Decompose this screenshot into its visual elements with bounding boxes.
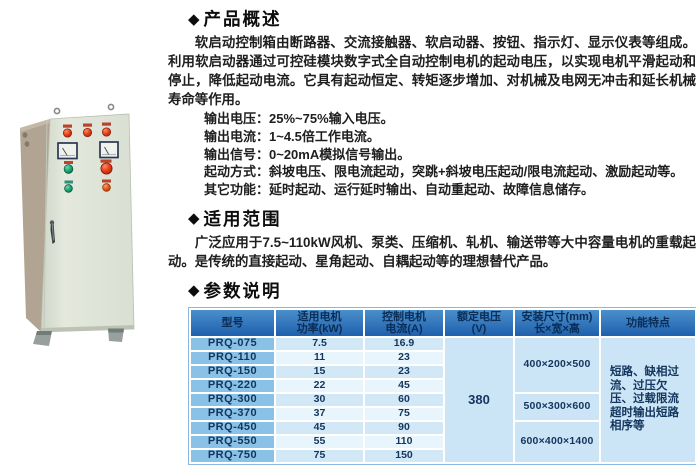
dimensions-cell: 500×300×600 — [513, 391, 601, 422]
indicator-lamp-icon — [82, 127, 93, 138]
indicator-lamp-icon — [101, 127, 112, 137]
table-row: PRQ-110 11 23 — [189, 349, 696, 366]
panel-meter-icon — [57, 142, 78, 160]
spec-line-output-voltage: 输出电压：25%~75%输入电压。 — [204, 111, 394, 126]
diamond-bullet-icon: ◆ — [188, 210, 200, 228]
table-row: PRQ-150 15 23 — [189, 363, 696, 380]
current-cell: 45 — [363, 377, 445, 394]
button-group — [63, 159, 113, 193]
section-title-parameters: ◆ 参数说明 — [188, 278, 696, 303]
model-cell: PRQ-750 — [189, 447, 276, 464]
model-cell: PRQ-220 — [189, 377, 276, 394]
current-cell: 16.9 — [363, 335, 445, 352]
current-cell: 150 — [363, 447, 445, 464]
current-cell: 60 — [363, 391, 445, 408]
spec-line-output-signal: 输出信号：0~20mA模拟信号输出。 — [204, 146, 411, 162]
indicator-lamp-row — [62, 122, 112, 138]
overview-paragraph: 软启动控制箱由断路器、交流接触器、软启动器、按钮、指示灯、显示仪表等组成。利用软… — [168, 35, 696, 107]
dimensions-cell: 400×200×500 — [513, 335, 601, 394]
current-cell: 23 — [363, 363, 445, 380]
spec-line-other-functions: 其它功能：延时起动、运行延时输出、自动重起动、故障信息储存。 — [204, 182, 595, 198]
model-cell: PRQ-075 — [189, 335, 276, 352]
current-cell: 75 — [363, 405, 445, 422]
section-title-overview: ◆ 产品概述 — [188, 6, 696, 31]
current-cell: 23 — [363, 349, 445, 366]
application-title: 适用范围 — [203, 208, 282, 229]
param-table-body: PRQ-075 7.5 16.9 380 400×200×500 短路、缺相过流、过压欠压… — [189, 335, 697, 464]
parameters-title: 参数说明 — [203, 280, 282, 301]
application-paragraph: 广泛应用于7.5~110kW风机、泵类、压缩机、轧机、输送带等大中容量电机的重载… — [168, 234, 696, 269]
orange-button-icon — [102, 183, 111, 192]
indicator-lamp-icon — [62, 128, 73, 138]
cabinet-side-top-edge — [20, 119, 50, 132]
table-row: PRQ-300 30 60 500×300×600 — [189, 391, 696, 422]
model-cell: PRQ-110 — [189, 349, 276, 366]
power-cell: 11 — [274, 349, 365, 366]
cabinet-foot — [33, 328, 124, 346]
column-header: 型号 — [189, 307, 276, 338]
door-handle-icon — [49, 220, 55, 244]
table-row: PRQ-220 22 45 — [189, 377, 696, 394]
model-cell: PRQ-150 — [189, 363, 276, 380]
power-cell: 7.5 — [274, 335, 365, 352]
current-cell: 110 — [363, 433, 445, 450]
column-header: 额定电压 (V) — [443, 307, 515, 338]
section-title-application: ◆ 适用范围 — [188, 206, 696, 231]
column-header: 控制电机 电流(A) — [363, 307, 445, 338]
datasheet-content: ◆ 产品概述 软启动控制箱由断路器、交流接触器、软启动器、按钮、指示灯、显示仪表… — [168, 4, 697, 465]
power-cell: 37 — [274, 405, 365, 422]
power-cell: 22 — [274, 377, 365, 394]
cabinet-bottom-edge — [41, 325, 134, 332]
cabinet-illustration — [20, 103, 135, 346]
power-cell: 55 — [274, 433, 365, 450]
power-cell: 15 — [274, 363, 365, 380]
param-table-header-row: 型号 适用电机 功率(kW) 控制电机 电流(A) 额定电压 (V) 安装尺寸(mm) … — [189, 307, 697, 338]
table-row: PRQ-370 37 75 — [189, 405, 696, 422]
vent-holes-icon — [22, 132, 30, 147]
cabinet-side-panel — [20, 119, 50, 332]
overview-title: 产品概述 — [203, 9, 282, 29]
column-header: 功能特点 — [599, 307, 697, 338]
diamond-bullet-icon: ◆ — [188, 10, 200, 28]
features-cell: 短路、缺相过流、过压欠压、过载限流超时输出短路相序等 — [599, 335, 697, 464]
current-cell: 90 — [363, 419, 445, 436]
dimensions-cell: 600×400×1400 — [513, 419, 601, 464]
diamond-bullet-icon: ◆ — [188, 282, 200, 300]
spec-list: 输出电压：25%~75%输入电压。 输出电流：1~4.5倍工作电流。 输出信号：… — [168, 110, 696, 199]
rated-voltage-cell: 380 — [443, 335, 515, 464]
red-stop-button-icon — [100, 162, 113, 175]
green-button-icon — [63, 164, 74, 174]
model-cell: PRQ-370 — [189, 405, 276, 422]
model-cell: PRQ-450 — [189, 419, 276, 436]
column-header: 适用电机 功率(kW) — [274, 307, 365, 338]
table-row: PRQ-075 7.5 16.9 380 400×200×500 短路、缺相过流、过压欠压… — [189, 335, 697, 464]
lifting-eye-icon — [53, 103, 115, 115]
parameter-table: 型号 适用电机 功率(kW) 控制电机 电流(A) 额定电压 (V) 安装尺寸(mm) … — [188, 306, 697, 465]
power-cell: 75 — [274, 447, 365, 464]
model-cell: PRQ-550 — [189, 433, 276, 450]
cabinet-front-panel — [40, 113, 135, 333]
model-cell: PRQ-300 — [189, 391, 276, 408]
door-seam — [43, 119, 48, 332]
panel-meter-icon — [99, 141, 119, 159]
product-photo-cabinet — [0, 80, 165, 433]
column-header: 安装尺寸(mm) 长×宽×高 — [513, 307, 601, 338]
spec-line-output-current: 输出电流：1~4.5倍工作电流。 — [204, 128, 380, 144]
power-cell: 30 — [274, 391, 365, 408]
green-button-icon — [64, 184, 73, 193]
spec-line-start-mode: 起动方式：斜坡电压、限电流起动，突跳+斜坡电压起动/限电流起动、激励起动等。 — [204, 164, 684, 180]
